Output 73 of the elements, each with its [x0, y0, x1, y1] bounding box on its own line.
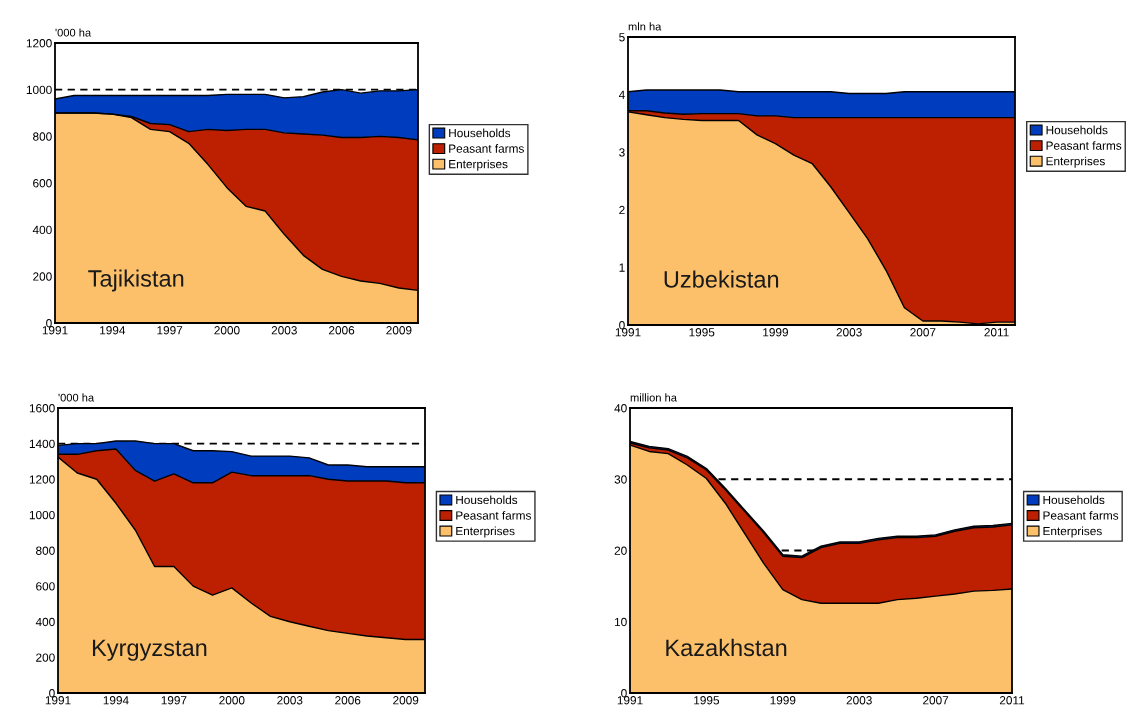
y-tick-label: 40	[614, 404, 627, 413]
annotation: Tajikistan	[88, 269, 184, 292]
legend-label: Peasant farms	[1046, 141, 1122, 150]
y-tick-label: 800	[36, 546, 55, 555]
x-tick-label: 2009	[393, 696, 419, 705]
y-tick-label: 30	[614, 475, 627, 484]
x-tick-label: 1999	[763, 328, 788, 337]
y-tick-label: 600	[33, 179, 52, 188]
x-tick-label: 2003	[271, 326, 297, 335]
x-tick-label: 1995	[689, 328, 715, 337]
y-tick-label: 4	[618, 90, 625, 99]
y-tick-label: 20	[614, 546, 627, 555]
legend-label: Households	[1046, 125, 1108, 135]
y-tick-label: 0	[619, 321, 625, 330]
legend-label: Peasant farms	[449, 144, 524, 153]
x-tick-label: 2007	[923, 696, 949, 705]
x-tick-label: 2000	[219, 696, 245, 705]
x-tick-label: 2006	[335, 696, 361, 705]
y-tick-label: 0	[49, 689, 55, 698]
y-tick-label: 1400	[29, 439, 55, 449]
x-tick-label: 1991	[42, 326, 68, 335]
x-tick-label: 2003	[836, 328, 862, 337]
y-tick-label: 0	[621, 689, 627, 698]
x-tick-label: 2003	[846, 696, 872, 705]
y-axis-title: million ha	[630, 393, 677, 402]
y-axis-title: mln ha	[628, 22, 662, 31]
legend-label: Peasant farms	[456, 511, 531, 520]
y-tick-label: 1200	[26, 39, 52, 48]
y-tick-label: 1000	[29, 510, 55, 520]
y-tick-label: 1000	[26, 85, 52, 95]
y-tick-label: 400	[35, 617, 55, 627]
legend-label: Enterprises	[449, 159, 508, 171]
x-tick-label: 1991	[617, 696, 643, 705]
annotation: Uzbekistan	[664, 270, 779, 288]
legend-label: Households	[1043, 495, 1105, 505]
x-tick-label: 2000	[214, 326, 240, 335]
x-tick-label: 1991	[615, 328, 641, 337]
legend-label: Households	[456, 495, 518, 505]
y-tick-label: 800	[33, 132, 52, 141]
x-tick-label: 1997	[161, 696, 187, 705]
y-axis-title: '000 ha	[55, 28, 92, 37]
x-tick-label: 2006	[329, 326, 355, 335]
legend-label: Households	[449, 128, 511, 138]
annotation: Kyrgyzstan	[92, 639, 207, 661]
x-tick-label: 2011	[984, 328, 1009, 337]
x-tick-label: 1994	[103, 696, 129, 705]
x-tick-label: 1997	[157, 326, 183, 335]
y-tick-label: 400	[32, 225, 52, 235]
x-tick-label: 1999	[770, 696, 796, 705]
y-tick-label: 2	[619, 205, 625, 215]
x-tick-label: 1995	[694, 696, 720, 705]
y-tick-label: 1200	[29, 475, 55, 484]
x-tick-label: 2011	[999, 696, 1025, 705]
y-tick-label: 1600	[29, 404, 55, 413]
y-axis-title: '000 ha	[58, 393, 95, 402]
legend-label: Enterprises	[456, 526, 515, 538]
y-tick-label: 10	[614, 617, 627, 627]
y-tick-label: 200	[36, 653, 55, 662]
annotation: Kazakhstan	[666, 638, 787, 657]
legend-label: Enterprises	[1043, 526, 1102, 538]
y-tick-label: 3	[619, 148, 625, 157]
x-tick-label: 2007	[910, 328, 936, 337]
legend-label: Enterprises	[1046, 156, 1105, 168]
y-tick-label: 1	[619, 263, 625, 272]
y-tick-label: 200	[33, 272, 52, 281]
x-tick-label: 2009	[386, 326, 412, 335]
x-tick-label: 1991	[45, 696, 71, 705]
x-tick-label: 1994	[100, 326, 126, 335]
y-tick-label: 5	[619, 33, 625, 42]
y-tick-label: 600	[36, 582, 55, 591]
legend-label: Peasant farms	[1043, 511, 1119, 520]
y-tick-label: 0	[46, 319, 52, 328]
x-tick-label: 2003	[277, 696, 303, 705]
